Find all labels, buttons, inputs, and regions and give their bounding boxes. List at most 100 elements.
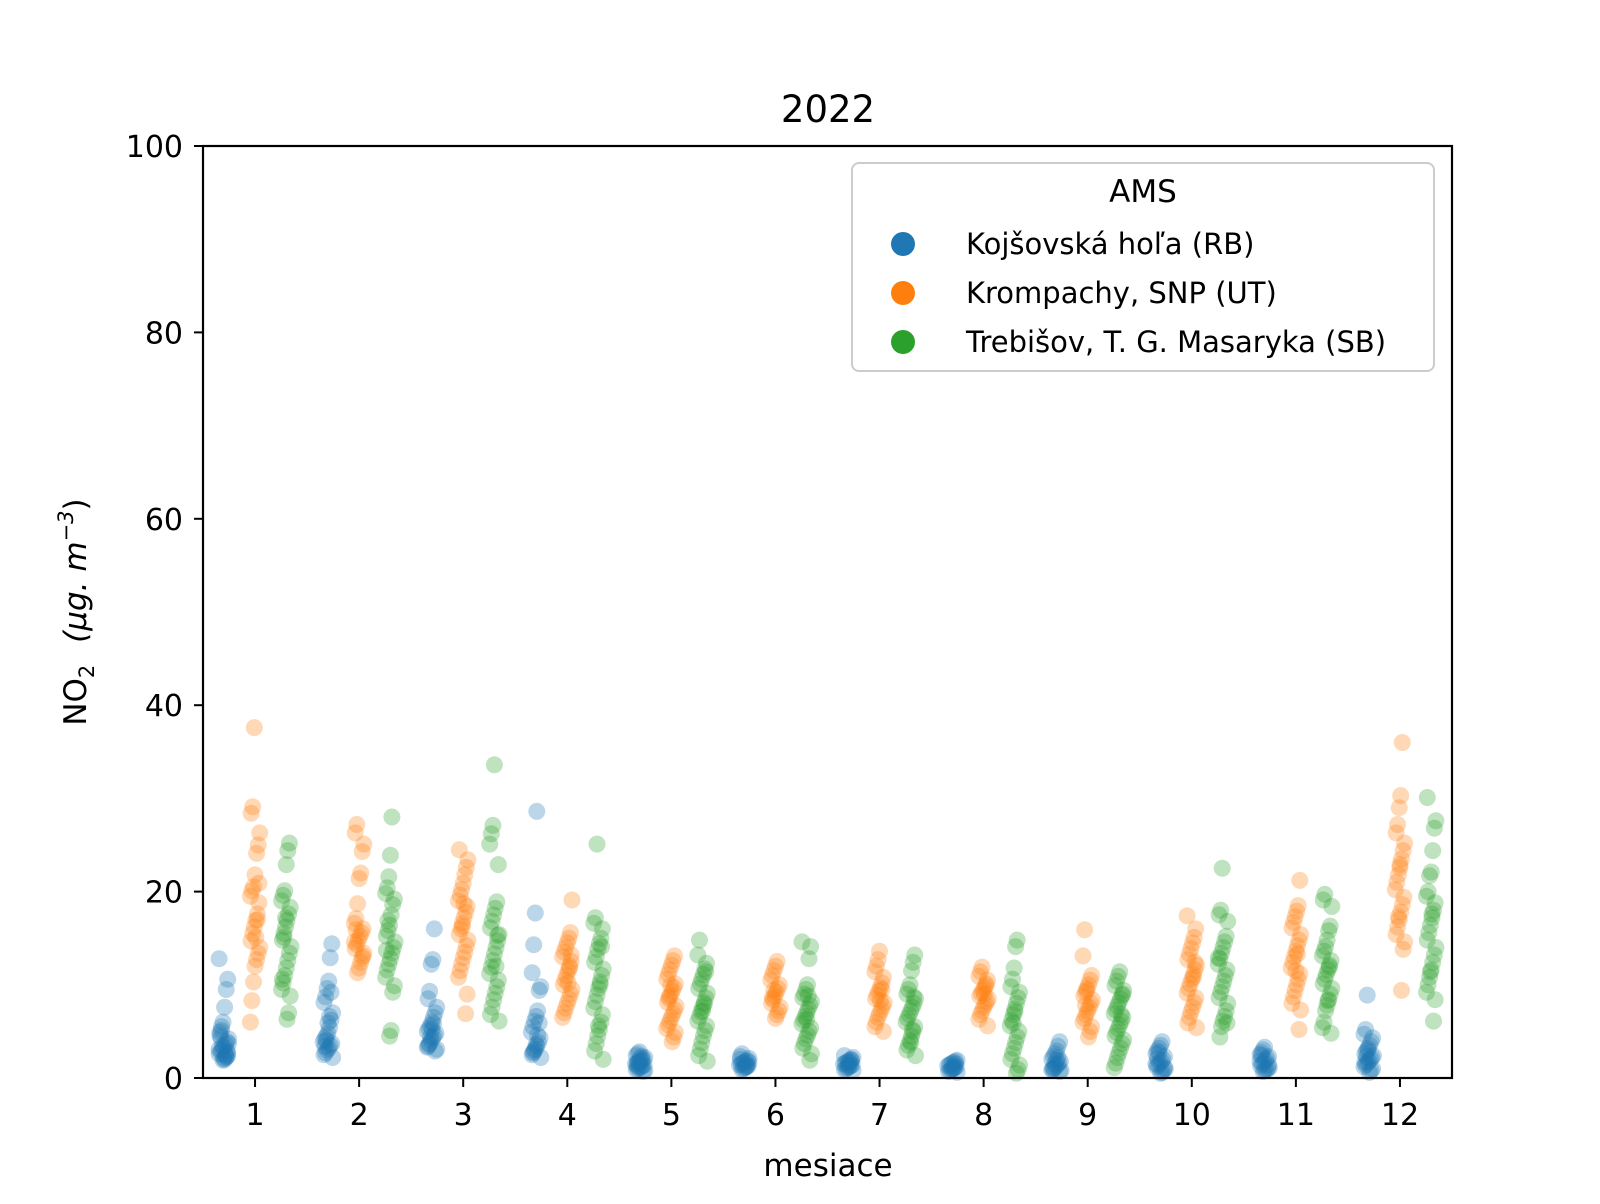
data-point bbox=[799, 1026, 816, 1044]
data-point bbox=[1323, 898, 1341, 915]
data-point bbox=[1003, 1011, 1021, 1029]
data-point bbox=[352, 864, 370, 882]
data-point bbox=[1319, 992, 1337, 1010]
data-point bbox=[1044, 1048, 1062, 1066]
data-point bbox=[562, 953, 580, 970]
data-point bbox=[1217, 1002, 1235, 1020]
data-point bbox=[1110, 994, 1128, 1011]
data-point bbox=[663, 1033, 681, 1051]
data-point bbox=[770, 1002, 788, 1020]
data-point bbox=[1076, 1009, 1094, 1027]
data-point bbox=[248, 951, 266, 969]
data-point bbox=[731, 1048, 749, 1066]
data-point bbox=[455, 895, 473, 913]
data-point bbox=[1420, 924, 1438, 942]
data-point bbox=[1183, 970, 1201, 988]
data-point bbox=[419, 990, 437, 1008]
data-point bbox=[321, 1019, 338, 1037]
data-point bbox=[1313, 1019, 1331, 1037]
data-point bbox=[873, 974, 891, 992]
data-point bbox=[946, 1059, 964, 1077]
data-point bbox=[899, 1009, 917, 1027]
data-point bbox=[842, 1050, 860, 1068]
data-point bbox=[799, 987, 817, 1005]
data-point bbox=[382, 906, 400, 924]
data-point bbox=[1080, 998, 1098, 1016]
data-point bbox=[1389, 908, 1407, 926]
data-point bbox=[630, 1043, 648, 1061]
data-point bbox=[1219, 994, 1237, 1012]
data-point bbox=[1356, 1045, 1374, 1063]
data-point bbox=[216, 1046, 234, 1064]
data-point bbox=[353, 843, 371, 860]
data-point bbox=[590, 1021, 608, 1038]
data-point bbox=[280, 1004, 298, 1022]
data-point bbox=[456, 943, 474, 961]
data-point bbox=[1077, 1006, 1095, 1024]
data-point bbox=[732, 1055, 750, 1073]
data-point bbox=[691, 931, 708, 949]
data-point bbox=[380, 868, 398, 886]
data-point bbox=[1423, 909, 1441, 927]
data-point bbox=[1108, 1049, 1126, 1066]
data-point bbox=[458, 898, 476, 915]
data-point bbox=[279, 842, 297, 860]
data-point bbox=[947, 1058, 965, 1076]
data-point bbox=[906, 946, 924, 964]
data-point bbox=[246, 866, 264, 884]
x-axis-label: mesiace bbox=[763, 1148, 892, 1184]
data-point bbox=[1260, 1059, 1278, 1077]
data-point bbox=[1043, 1061, 1061, 1079]
data-point bbox=[1108, 997, 1126, 1015]
data-point bbox=[1289, 897, 1307, 915]
y-axis-label-unit: (μg. m bbox=[58, 541, 94, 642]
data-point bbox=[248, 844, 266, 862]
data-point bbox=[275, 925, 293, 942]
data-point bbox=[593, 967, 611, 984]
series-points bbox=[241, 719, 1414, 1051]
data-point bbox=[1219, 912, 1237, 930]
data-point bbox=[350, 959, 368, 977]
data-point bbox=[1152, 1036, 1170, 1054]
data-point bbox=[348, 816, 366, 833]
data-point bbox=[1251, 1046, 1269, 1064]
data-point bbox=[796, 1008, 814, 1025]
data-point bbox=[522, 1023, 540, 1041]
data-point bbox=[1389, 918, 1407, 936]
data-point bbox=[1184, 998, 1202, 1016]
data-point bbox=[215, 1049, 233, 1067]
data-point bbox=[245, 973, 262, 991]
legend-label: Kojšovská hoľa (RB) bbox=[966, 227, 1254, 261]
data-point bbox=[904, 953, 922, 971]
data-point bbox=[874, 968, 892, 986]
data-point bbox=[489, 932, 507, 950]
data-point bbox=[974, 981, 992, 999]
data-point bbox=[349, 931, 367, 949]
data-point bbox=[1213, 1018, 1230, 1036]
data-point bbox=[1260, 1056, 1278, 1074]
data-point bbox=[1006, 1003, 1024, 1021]
data-point bbox=[458, 985, 476, 1003]
data-point bbox=[1009, 1061, 1027, 1079]
data-point bbox=[874, 1022, 892, 1040]
data-point bbox=[587, 1035, 605, 1052]
data-point bbox=[379, 912, 397, 929]
data-point bbox=[1052, 1062, 1070, 1079]
data-point bbox=[1009, 989, 1027, 1007]
data-point bbox=[249, 944, 267, 962]
data-point bbox=[1427, 939, 1445, 956]
data-point bbox=[635, 1056, 653, 1074]
data-point bbox=[1313, 947, 1331, 965]
legend-label: Krompachy, SNP (UT) bbox=[966, 276, 1277, 310]
data-point bbox=[1217, 927, 1235, 945]
data-point bbox=[1283, 994, 1301, 1012]
data-point bbox=[940, 1056, 958, 1074]
data-point bbox=[1320, 991, 1338, 1009]
data-point bbox=[698, 1052, 716, 1070]
data-point bbox=[694, 1027, 712, 1045]
data-point bbox=[428, 998, 446, 1016]
data-point bbox=[450, 841, 468, 859]
data-point bbox=[1292, 926, 1310, 943]
data-point bbox=[345, 914, 363, 932]
data-point bbox=[1151, 1054, 1169, 1072]
